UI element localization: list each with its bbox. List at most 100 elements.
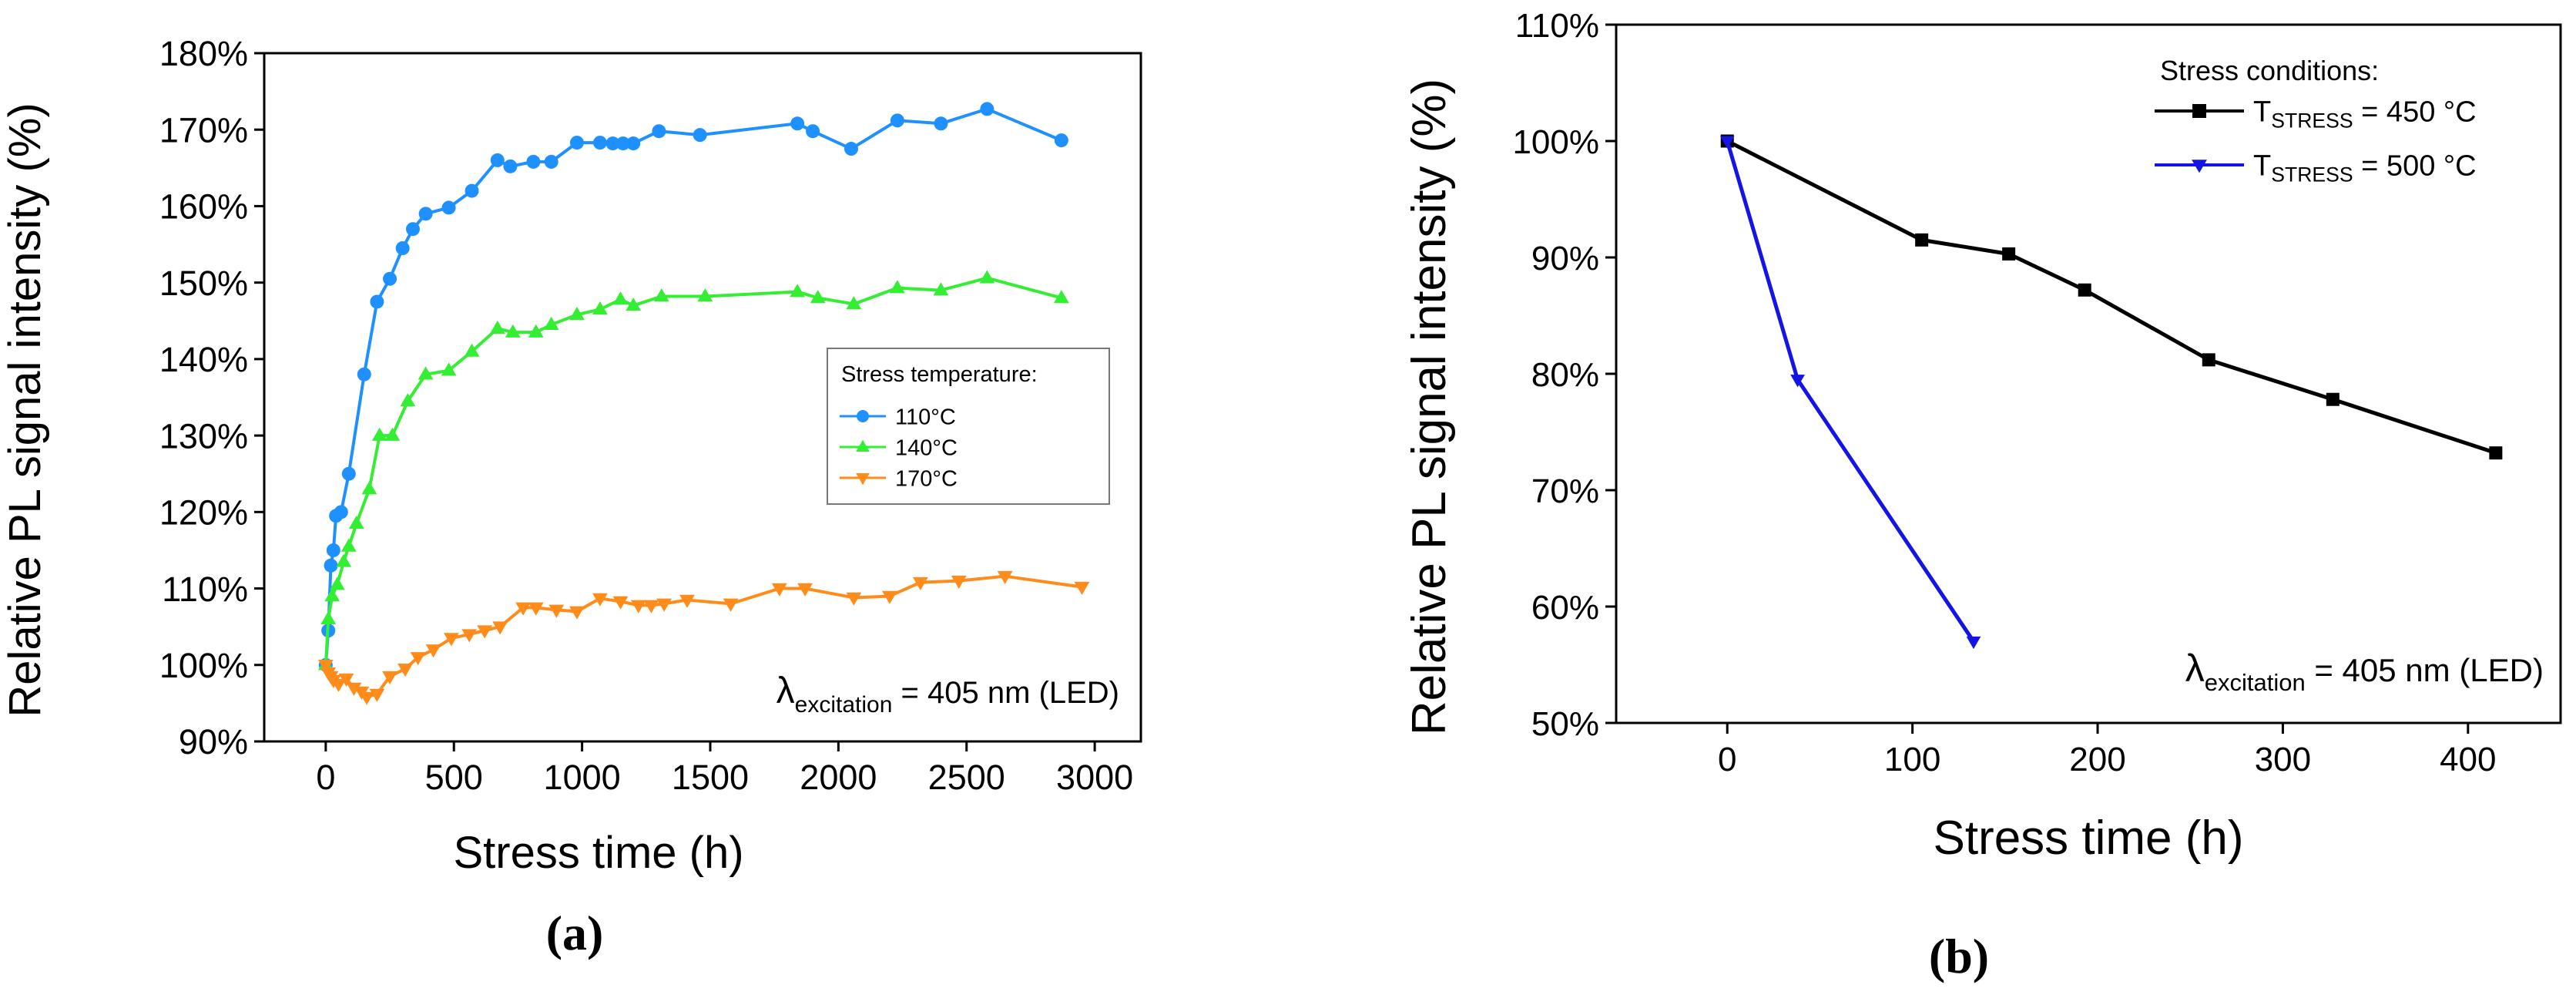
annotation-b-main: λ: [2185, 647, 2205, 690]
legend-marker-a-2: [856, 473, 870, 486]
annotation-a: λexcitation = 405 nm (LED): [776, 671, 1119, 718]
x-tick-label-a: 3000: [1056, 758, 1133, 797]
data-point-b-1: [1790, 375, 1805, 388]
data-point-a-2: [528, 602, 544, 616]
data-point-a-1: [889, 280, 905, 294]
data-point-a-2: [346, 682, 362, 696]
legend-title-b: Stress conditions:: [2160, 55, 2379, 86]
data-point-a-0: [605, 136, 620, 151]
data-point-a-0: [526, 154, 541, 169]
data-point-a-2: [951, 575, 967, 589]
annotation-a-rest: = 405 nm (LED): [892, 676, 1119, 710]
data-point-a-1: [400, 393, 416, 407]
data-point-a-0: [383, 271, 397, 286]
data-point-a-0: [806, 124, 820, 139]
x-tick-label-a: 2500: [928, 758, 1005, 797]
data-point-a-0: [324, 558, 338, 573]
series-line-b-0: [1726, 139, 2497, 455]
data-point-a-2: [592, 593, 608, 607]
data-point-a-2: [444, 633, 459, 647]
data-point-a-1: [543, 316, 559, 330]
data-point-a-2: [338, 673, 354, 687]
y-tick-label-b: 70%: [1531, 472, 1599, 510]
data-point-a-1: [348, 515, 364, 529]
data-point-a-0: [544, 154, 558, 169]
data-point-a-1: [329, 576, 345, 590]
legend-label-a-0: 110°C: [895, 405, 956, 429]
data-point-a-1: [1053, 290, 1069, 304]
data-point-a-2: [397, 663, 413, 677]
axis-ticks-b: 0 100 200 300 400 50% 60% 70% 80% 90% 100% 110%: [1512, 7, 2496, 778]
data-point-a-0: [395, 241, 410, 256]
x-axis-title-b: Stress time (h): [1933, 812, 2243, 865]
data-point-a-0: [934, 116, 948, 131]
annotation-a-sub: excitation: [795, 692, 893, 718]
series-b-1: [1719, 136, 1981, 650]
data-point-a-2: [425, 644, 441, 658]
data-point-a-2: [569, 606, 585, 620]
legend-label-a-1: 140°C: [895, 435, 958, 460]
annotation-b: λexcitation = 405 nm (LED): [2185, 647, 2544, 696]
data-point-a-1: [528, 324, 544, 338]
data-point-a-0: [615, 136, 630, 151]
series-line-b-1: [1725, 140, 1976, 643]
y-tick-label-a: 160%: [159, 187, 248, 227]
data-point-a-0: [890, 113, 904, 128]
data-point-a-2: [492, 621, 508, 635]
axis-ticks-a: 0 500 1000 1500 2000 2500 3000 90% 100% 110% 120% 1…: [159, 34, 1133, 797]
legend-label-b-0: TSTRESS = 450 °C: [2253, 96, 2477, 133]
data-point-a-0: [441, 200, 456, 215]
data-point-a-0: [844, 142, 858, 156]
data-point-a-2: [771, 583, 787, 597]
y-tick-label-a: 180%: [159, 34, 248, 73]
data-point-a-2: [882, 590, 897, 604]
data-point-b-0: [2489, 446, 2503, 460]
data-point-b-0: [2078, 283, 2091, 297]
y-axis-title-a: Relative PL signal intensity (%): [0, 103, 50, 717]
data-point-a-0: [652, 124, 666, 139]
data-point-b-0: [2002, 247, 2016, 261]
x-tick-label-b: 300: [2255, 741, 2311, 778]
series-group-a: [317, 102, 1090, 705]
y-tick-label-a: 130%: [159, 416, 248, 455]
data-point-a-1: [653, 288, 669, 302]
data-point-a-2: [382, 671, 397, 685]
data-point-b-1: [1719, 136, 1735, 149]
data-point-a-2: [912, 576, 928, 590]
legend-marker-a-0: [857, 410, 869, 422]
legend-title-a: Stress temperature:: [841, 362, 1038, 387]
data-point-a-0: [592, 136, 607, 150]
data-point-a-0: [790, 116, 805, 131]
y-axis-title-b: Relative PL signal intensity (%): [1403, 79, 1456, 735]
data-point-a-0: [341, 466, 356, 481]
data-point-a-0: [503, 159, 518, 173]
data-point-a-2: [846, 592, 862, 606]
legend-marker-b-0: [2192, 104, 2206, 118]
y-tick-label-b: 100%: [1512, 123, 1599, 161]
data-point-b-0: [2202, 353, 2215, 367]
data-point-a-1: [464, 343, 480, 357]
data-point-a-0: [626, 136, 641, 151]
data-point-a-1: [489, 320, 505, 334]
panel-label-a: (a): [546, 906, 604, 960]
x-tick-label-a: 1000: [544, 758, 621, 797]
y-tick-label-b: 110%: [1515, 7, 1599, 45]
legend-marker-a-1: [856, 439, 870, 452]
data-point-a-2: [330, 678, 347, 692]
panel-label-b: (b): [1929, 929, 1989, 983]
series-a-1: [317, 270, 1069, 671]
data-point-a-1: [505, 324, 521, 338]
series-a-2: [317, 570, 1090, 705]
data-point-a-2: [797, 583, 813, 597]
y-tick-label-a: 90%: [179, 722, 248, 761]
y-tick-label-a: 100%: [159, 646, 248, 685]
data-point-a-1: [361, 481, 377, 495]
data-point-a-2: [548, 604, 565, 618]
data-point-a-1: [371, 427, 387, 441]
x-tick-label-b: 0: [1718, 741, 1736, 778]
data-point-a-1: [324, 588, 340, 602]
data-point-a-1: [697, 288, 713, 302]
legend-b: Stress conditions: TSTRESS = 450 °C TSTRE…: [2155, 55, 2477, 187]
panel-a-chart: 0 500 1000 1500 2000 2500 3000 90% 100% 110% 120% 1…: [0, 34, 1142, 960]
